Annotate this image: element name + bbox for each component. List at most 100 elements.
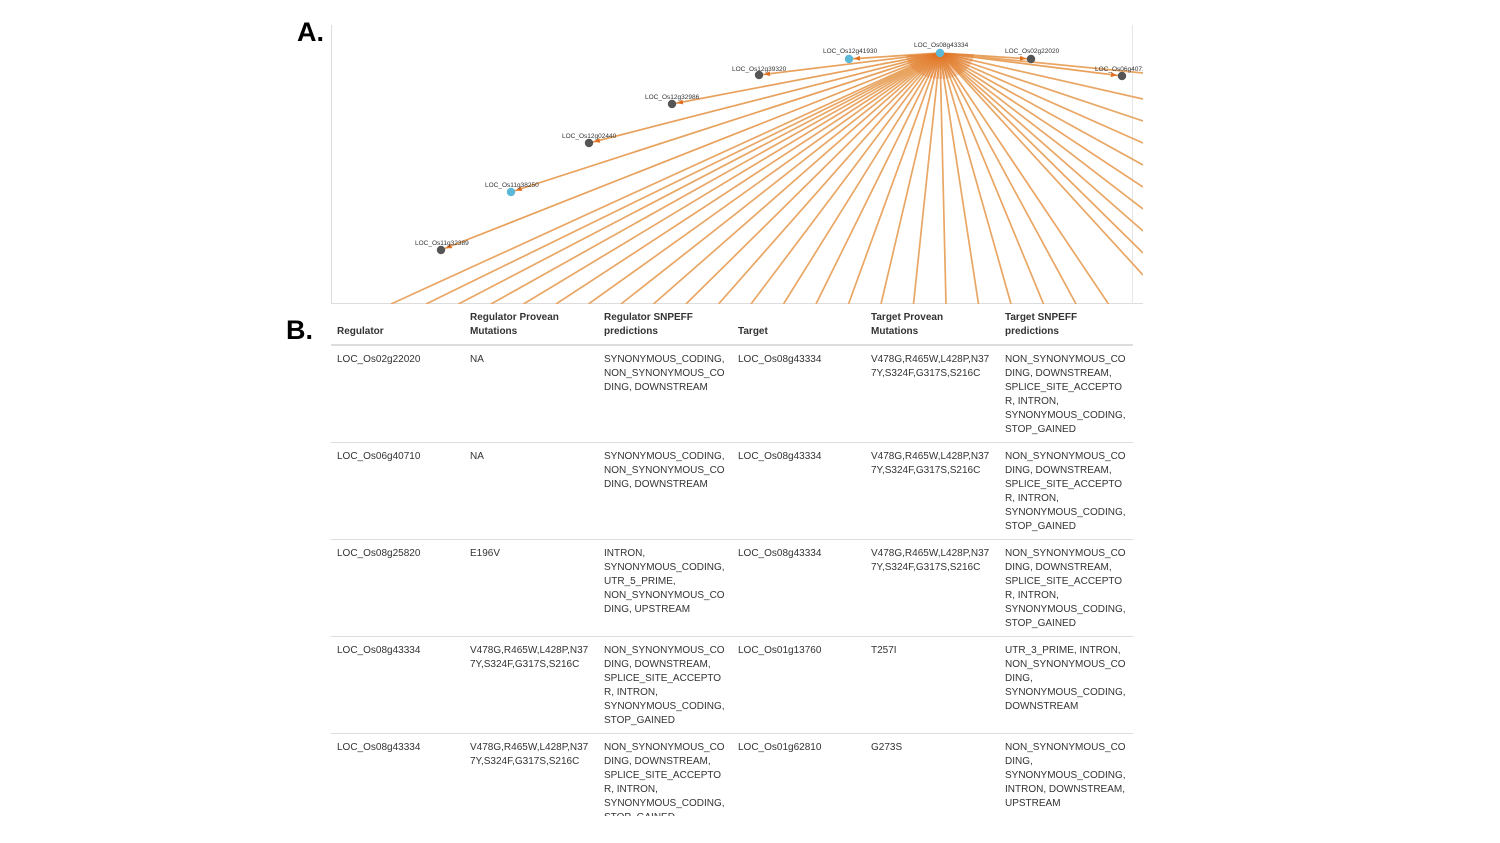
node-label: LOC_Os11g38250 bbox=[485, 182, 539, 189]
cell-regulator-snpeff: SYNONYMOUS_CODING, NON_SYNONYMOUS_CODING… bbox=[598, 442, 732, 540]
column-header-regulator-snpeff[interactable]: Regulator SNPEFF predictions bbox=[598, 306, 732, 346]
nodes-layer: LOC_Os11g32389 LOC_Os11g38250 LOC_Os12g024… bbox=[415, 42, 1143, 255]
hub-glow-line bbox=[906, 52, 941, 57]
network-node bbox=[584, 138, 594, 148]
node-label: LOC_Os06g4071 bbox=[1095, 66, 1143, 73]
edges-layer bbox=[390, 52, 1143, 304]
network-node bbox=[844, 54, 854, 64]
cell-target-provean: V478G,R465W,L428P,N377Y,S324F,G317S,S216… bbox=[865, 442, 999, 540]
edge-line bbox=[717, 52, 941, 304]
edge-line bbox=[939, 52, 1110, 304]
cell-target-snpeff: NON_SYNONYMOUS_CODING, DOWNSTREAM, SPLIC… bbox=[999, 442, 1133, 540]
cell-regulator-provean: NA bbox=[464, 442, 598, 540]
edge-line bbox=[939, 52, 1143, 254]
edge-line bbox=[939, 52, 980, 304]
edge-line bbox=[939, 52, 947, 304]
table-row: LOC_Os08g43334 V478G,R465W,L428P,N377Y,S3… bbox=[331, 733, 1133, 816]
edge-line bbox=[652, 52, 941, 304]
edge-line bbox=[588, 52, 941, 304]
edge-line bbox=[671, 52, 941, 105]
cell-target-provean: G273S bbox=[865, 733, 999, 816]
edge-line bbox=[939, 52, 1143, 74]
edge-line bbox=[390, 52, 941, 304]
edge-line bbox=[939, 52, 1143, 188]
cell-target-snpeff: UTR_3_PRIME, INTRON, NON_SYNONYMOUS_CODI… bbox=[999, 636, 1133, 734]
edge-line bbox=[939, 52, 1143, 100]
hub-node-label: LOC_Os08g43334 bbox=[914, 42, 969, 49]
cell-regulator-provean: NA bbox=[470, 354, 484, 365]
column-header-regulator-provean[interactable]: Regulator Provean Mutations bbox=[464, 306, 598, 346]
column-header-target[interactable]: Target bbox=[732, 306, 865, 346]
edge-line bbox=[425, 52, 941, 304]
network-node bbox=[1026, 54, 1036, 64]
table-body: LOC_Os02g22020 NA SYNONYMOUS_CODING, NON_S… bbox=[331, 345, 1133, 816]
edge-arrowhead bbox=[445, 243, 453, 249]
network-svg[interactable]: LOC_Os11g32389 LOC_Os11g38250 LOC_Os12g024… bbox=[331, 25, 1143, 304]
cell-regulator: LOC_Os02g22020 bbox=[337, 354, 421, 365]
edge-line bbox=[458, 52, 941, 304]
column-header-target-provean[interactable]: Target Provean Mutations bbox=[865, 306, 999, 346]
column-header-regulator[interactable]: Regulator bbox=[331, 306, 464, 346]
cell-regulator: LOC_Os06g40710 bbox=[331, 442, 464, 540]
cell-target-snpeff: NON_SYNONYMOUS_CODING, SYNONYMOUS_CODING… bbox=[999, 733, 1133, 816]
cell-target-provean: T257I bbox=[865, 636, 999, 734]
edge-line bbox=[912, 52, 941, 304]
edge-line bbox=[939, 52, 1143, 232]
edge-line bbox=[490, 52, 941, 304]
network-node bbox=[667, 99, 677, 109]
edge-line bbox=[939, 52, 1143, 210]
edge-line bbox=[620, 52, 941, 304]
edge-line bbox=[440, 52, 941, 251]
cell-target: LOC_Os01g13760 bbox=[732, 636, 865, 734]
node-label: LOC_Os12g02440 bbox=[562, 133, 617, 140]
cell-regulator: LOC_Os08g25820 bbox=[331, 539, 464, 637]
cell-target: LOC_Os01g62810 bbox=[732, 733, 865, 816]
edge-arrowhead bbox=[676, 99, 684, 105]
cell-regulator-provean: E196V bbox=[464, 539, 598, 637]
cell-regulator-snpeff: INTRON, SYNONYMOUS_CODING, UTR_5_PRIME, … bbox=[598, 539, 732, 637]
cell-target: LOC_Os08g43334 bbox=[732, 442, 865, 540]
cell-target: LOC_Os08g43334 bbox=[732, 539, 865, 637]
edge-line bbox=[939, 52, 1012, 304]
table-header-row: Regulator Regulator Provean Mutations Regu… bbox=[331, 306, 1133, 346]
network-node bbox=[436, 245, 446, 255]
edge-arrowhead bbox=[1110, 72, 1118, 78]
panel-label-b: B. bbox=[286, 315, 313, 345]
edge-line bbox=[847, 52, 941, 304]
cell-regulator-snpeff: NON_SYNONYMOUS_CODING, DOWNSTREAM, SPLIC… bbox=[598, 733, 732, 816]
edge-line bbox=[685, 52, 941, 304]
edge-line bbox=[815, 52, 941, 304]
cell-target: LOC_Os08g43334 bbox=[738, 354, 822, 365]
edge-arrowhead bbox=[763, 71, 771, 77]
edge-line bbox=[750, 52, 941, 304]
node-label: LOC_Os02g22020 bbox=[1005, 48, 1060, 55]
edge-line bbox=[588, 52, 941, 144]
table-row: LOC_Os08g25820 E196V INTRON, SYNONYMOUS_CO… bbox=[331, 539, 1133, 637]
edge-line bbox=[523, 52, 941, 304]
network-graph[interactable]: LOC_Os11g32389 LOC_Os11g38250 LOC_Os12g024… bbox=[331, 25, 1143, 304]
cell-regulator-provean: V478G,R465W,L428P,N377Y,S324F,G317S,S216… bbox=[464, 733, 598, 816]
cell-target-provean: V478G,R465W,L428P,N377Y,S324F,G317S,S216… bbox=[865, 539, 999, 637]
mutation-table-container: Regulator Regulator Provean Mutations Regu… bbox=[331, 306, 1133, 816]
cell-regulator-snpeff: SYNONYMOUS_CODING, NON_SYNONYMOUS_CODING… bbox=[604, 354, 725, 393]
edge-line bbox=[939, 52, 1143, 144]
edge-line bbox=[939, 52, 1143, 166]
cell-target-provean: V478G,R465W,L428P,N377Y,S324F,G317S,S216… bbox=[871, 354, 990, 379]
edge-line bbox=[939, 52, 1143, 122]
network-node bbox=[506, 187, 516, 197]
cell-regulator: LOC_Os08g43334 bbox=[331, 636, 464, 734]
column-header-target-snpeff[interactable]: Target SNPEFF predictions bbox=[999, 306, 1133, 346]
cell-regulator-provean: V478G,R465W,L428P,N377Y,S324F,G317S,S216… bbox=[464, 636, 598, 734]
panel-label-a: A. bbox=[297, 17, 324, 47]
edge-line bbox=[555, 52, 941, 304]
edge-arrowhead bbox=[515, 186, 523, 191]
node-label: LOC_Os12g41930 bbox=[823, 48, 878, 55]
cell-target-snpeff: NON_SYNONYMOUS_CODING, DOWNSTREAM, SPLIC… bbox=[999, 539, 1133, 637]
network-node bbox=[754, 70, 764, 80]
hub-node bbox=[935, 48, 945, 58]
mutation-table: Regulator Regulator Provean Mutations Regu… bbox=[331, 306, 1133, 816]
cell-regulator: LOC_Os08g43334 bbox=[331, 733, 464, 816]
edge-arrowhead bbox=[853, 55, 861, 61]
network-node bbox=[1117, 71, 1127, 81]
edge-line bbox=[880, 52, 941, 304]
